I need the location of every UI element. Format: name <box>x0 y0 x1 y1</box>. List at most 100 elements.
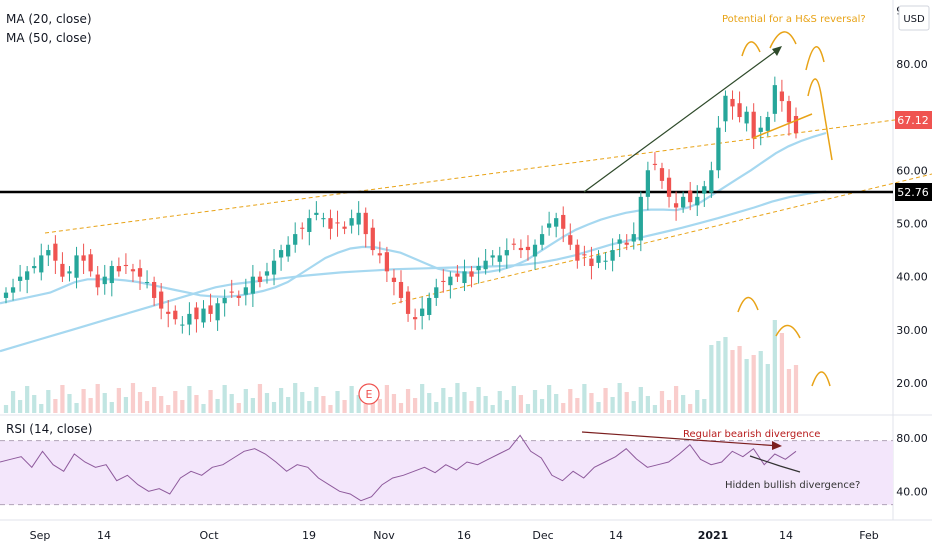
volume-bar <box>681 395 685 413</box>
candle-body <box>81 255 85 260</box>
volume-bar <box>639 387 643 413</box>
price-tick-5: 40.00 <box>896 271 928 284</box>
time-tick-2: Oct <box>199 529 219 542</box>
candle-body <box>392 278 396 282</box>
legend-ma20[interactable]: MA (20, close) <box>6 12 92 26</box>
candle-body <box>589 259 593 266</box>
time-tick-7: 14 <box>609 529 623 542</box>
candle-body <box>660 168 664 181</box>
volume-bar <box>568 389 572 413</box>
volume-bar <box>427 393 431 413</box>
candle-body <box>745 112 749 124</box>
volume-bar <box>117 388 121 413</box>
time-tick-9: 14 <box>779 529 793 542</box>
time-tick-6: Dec <box>532 529 553 542</box>
candle-body <box>596 255 600 262</box>
volume-bar <box>723 337 727 413</box>
volume-bar <box>110 402 114 413</box>
volume-bar <box>766 364 770 413</box>
volume-bar <box>434 402 438 413</box>
candle-body <box>350 218 354 225</box>
volume-bar <box>759 351 763 413</box>
candle-body <box>674 203 678 207</box>
volume-bar <box>674 386 678 413</box>
candle-body <box>455 273 459 276</box>
volume-bar <box>25 386 29 413</box>
volume-bar <box>237 403 241 413</box>
volume-bar <box>244 389 248 413</box>
volume-bar <box>667 400 671 413</box>
time-tick-4: Nov <box>373 529 395 542</box>
candle-body <box>378 253 382 255</box>
bearish-divergence-annotation: Regular bearish divergence <box>683 429 820 440</box>
volume-bar <box>74 403 78 413</box>
candle-body <box>194 308 198 320</box>
volume-bar <box>625 392 629 413</box>
candle-body <box>413 317 417 319</box>
volume-bar <box>547 385 551 413</box>
candle-body <box>124 265 128 266</box>
volume-bar <box>53 399 57 413</box>
candle-body <box>265 271 269 275</box>
candle-body <box>67 271 71 273</box>
volume-bar <box>596 402 600 413</box>
volume-bar <box>794 365 798 413</box>
volume-bar <box>18 400 22 413</box>
volume-bar <box>420 384 424 413</box>
candle-body <box>138 268 142 277</box>
candle-body <box>307 218 311 232</box>
candle-body <box>441 281 445 282</box>
volume-bar <box>618 383 622 413</box>
candle-body <box>787 101 791 122</box>
candle-body <box>159 292 163 309</box>
candle-body <box>462 271 466 283</box>
candle-body <box>737 103 741 117</box>
volume-bar <box>96 384 100 413</box>
volume-bar <box>286 397 290 413</box>
candle-body <box>131 269 135 271</box>
legend-ma50[interactable]: MA (50, close) <box>6 31 92 45</box>
currency-label: USD <box>903 14 925 25</box>
volume-bar <box>4 405 8 413</box>
candle-body <box>491 255 495 257</box>
volume-bar <box>491 405 495 413</box>
earnings-label: E <box>366 388 373 401</box>
candle-body <box>533 245 537 257</box>
volume-bar <box>730 350 734 413</box>
volume-bar <box>265 393 269 413</box>
candle-body <box>371 228 375 250</box>
candle-body <box>46 250 50 255</box>
candle-body <box>173 311 177 320</box>
rsi-band <box>0 441 893 505</box>
volume-bar <box>787 369 791 413</box>
volume-bar <box>752 355 756 413</box>
volume-bar <box>152 387 156 413</box>
candle-body <box>180 325 184 326</box>
candle-body <box>540 234 544 245</box>
candle-body <box>653 164 657 165</box>
volume-bar <box>603 388 607 413</box>
volume-bar <box>716 341 720 413</box>
candle-body <box>258 277 262 282</box>
candle-body <box>201 309 205 323</box>
price-tick-7: 20.00 <box>896 377 928 390</box>
volume-bar <box>194 395 198 413</box>
candle-body <box>357 213 361 225</box>
candle-body <box>723 96 727 122</box>
volume-bar <box>187 386 191 413</box>
volume-bar <box>39 404 43 413</box>
candle-body <box>342 227 346 229</box>
volume-bar <box>342 400 346 413</box>
candle-body <box>251 277 255 294</box>
volume-bar <box>215 399 219 413</box>
volume-bar <box>498 391 502 413</box>
volume-bar <box>695 390 699 413</box>
candle-body <box>74 255 78 277</box>
candle-body <box>498 255 502 261</box>
legend-rsi[interactable]: RSI (14, close) <box>6 422 92 436</box>
hs-annotation: Potential for a H&S reversal? <box>722 14 866 25</box>
candle-body <box>575 245 579 261</box>
time-tick-8: 2021 <box>698 529 729 542</box>
volume-bar <box>533 390 537 413</box>
